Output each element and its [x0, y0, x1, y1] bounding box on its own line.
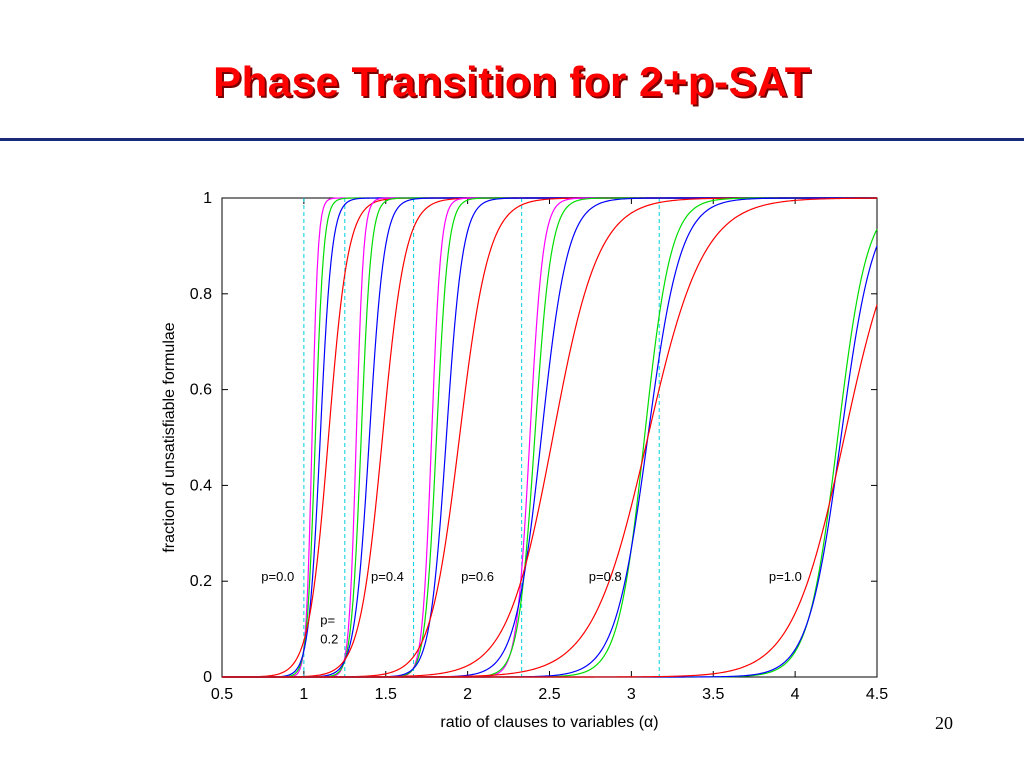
y-tick-label: 1 [203, 190, 212, 207]
x-tick-label: 4.5 [866, 686, 888, 703]
series-line [222, 304, 878, 678]
y-tick-label: 0 [203, 669, 212, 686]
page-number: 20 [935, 713, 953, 733]
annotation-label: p=0.0 [261, 569, 294, 584]
title-divider [0, 138, 1024, 141]
y-axis-label: fraction of unsatisfiable formulae [161, 322, 178, 552]
x-tick-label: 0.5 [211, 686, 233, 703]
x-axis-label: ratio of clauses to variables (α) [440, 714, 658, 731]
annotation-label: p= [320, 612, 335, 627]
annotation-label: p=0.4 [371, 569, 404, 584]
annotation-label: p=0.6 [461, 569, 494, 584]
chart-layer: 0.5 1 1.5 2 2.5 3 3.5 4 4.5 0 0.2 0.4 0.6 0.8 1 ratio o… [161, 190, 888, 731]
x-tick-label: 2 [463, 686, 472, 703]
x-tick-label: 3.5 [702, 686, 724, 703]
annotation-label: p=0.8 [589, 569, 622, 584]
x-tick-label: 1 [299, 686, 308, 703]
y-tick-label: 0.6 [190, 382, 212, 399]
y-tick-label: 0.2 [190, 573, 212, 590]
slide-title: Phase Transition for 2+p-SAT [213, 58, 811, 105]
y-tick-label: 0.4 [190, 477, 212, 494]
y-tick-label: 0.8 [190, 286, 212, 303]
x-tick-label: 1.5 [375, 686, 397, 703]
annotation-label: p=1.0 [769, 569, 802, 584]
x-tick-label: 2.5 [538, 686, 560, 703]
x-tick-label: 3 [627, 686, 636, 703]
annotation-label: 0.2 [320, 631, 338, 646]
x-tick-label: 4 [791, 686, 800, 703]
